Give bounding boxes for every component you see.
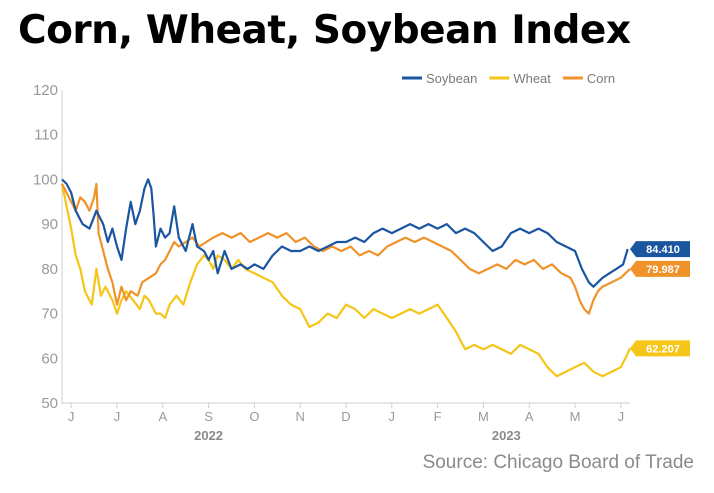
end-label-badge-wheat	[630, 340, 690, 357]
end-value-labels: 84.410 62.207 79.987	[630, 241, 690, 357]
x-tick-label: J	[389, 409, 396, 424]
y-tick-label: 90	[41, 216, 58, 233]
x-tick-label: J	[68, 409, 75, 424]
x-tick-label: J	[114, 409, 121, 424]
y-tick-label: 110	[34, 127, 58, 144]
series-line-soybean	[61, 178, 629, 288]
x-axis: J J A S O N D J F M A M J 2022 2023	[62, 402, 630, 443]
legend-label-wheat: Wheat	[513, 71, 551, 86]
x-tick-label: S	[204, 409, 213, 424]
end-label-soybean: 84.410	[646, 244, 680, 256]
x-tick-label: D	[341, 409, 350, 424]
year-label: 2023	[492, 428, 521, 443]
chart-title: Corn, Wheat, Soybean Index	[18, 8, 631, 53]
end-label-corn: 79.987	[646, 264, 680, 276]
y-tick-label: 50	[41, 395, 58, 412]
x-tick-label: M	[478, 409, 489, 424]
year-label: 2022	[194, 428, 223, 443]
y-axis: 50 60 70 80 90 100 110 120	[33, 82, 63, 412]
y-tick-label: 100	[33, 171, 58, 188]
series-lines	[60, 178, 631, 378]
x-tick-label: M	[570, 409, 581, 424]
x-tick-label: J	[618, 409, 625, 424]
y-tick-label: 70	[41, 306, 58, 323]
x-tick-label: F	[434, 409, 442, 424]
source-note: Source: Chicago Board of Trade	[422, 452, 694, 473]
y-tick-label: 120	[33, 82, 58, 99]
y-tick-label: 80	[41, 261, 58, 278]
end-label-badge-corn	[630, 260, 690, 277]
end-label-badge-soybean	[630, 241, 690, 258]
chart-legend: Soybean Wheat Corn	[402, 71, 615, 86]
x-tick-label: A	[525, 409, 534, 424]
x-tick-label: O	[249, 409, 259, 424]
series-line-corn	[61, 182, 631, 315]
legend-label-corn: Corn	[587, 71, 615, 86]
end-label-wheat: 62.207	[646, 343, 680, 355]
x-tick-label: N	[295, 409, 304, 424]
legend-label-soybean: Soybean	[426, 71, 477, 86]
y-tick-label: 60	[41, 350, 58, 367]
x-tick-label: A	[158, 409, 167, 424]
